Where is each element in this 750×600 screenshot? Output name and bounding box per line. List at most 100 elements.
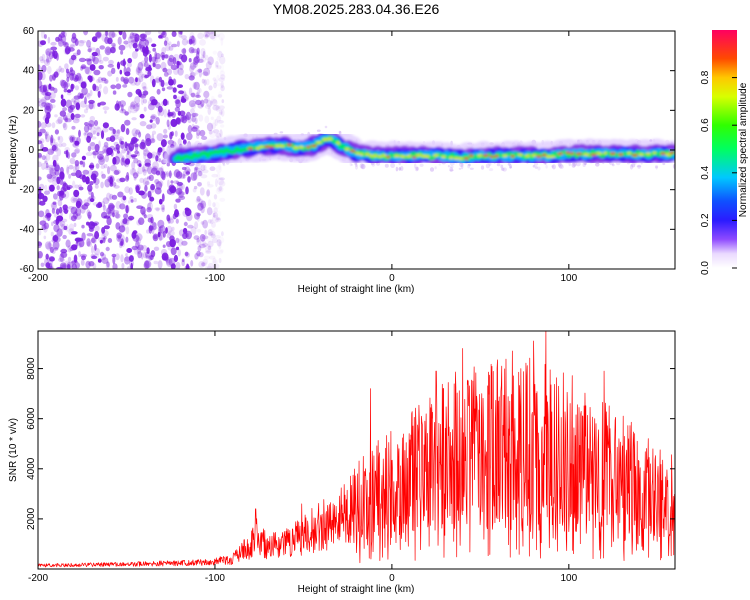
snr-y-axis-label: SNR (10 * v/v) <box>8 418 19 482</box>
spectrogram-noise-point <box>195 198 203 204</box>
spectrogram-noise-point <box>188 58 192 63</box>
spectrogram-noise-point <box>166 214 171 222</box>
spectrogram-noise-point <box>96 132 100 137</box>
spectrogram-noise-point <box>198 68 202 78</box>
spectrogram-noise-point <box>188 35 196 44</box>
spectrogram-noise-point <box>196 47 200 55</box>
spectrogram-noise-point <box>109 145 116 151</box>
spectrogram-noise-point <box>205 78 210 86</box>
spectrogram-noise-point <box>156 133 164 142</box>
spectrogram-noise-point <box>125 226 130 235</box>
spectrogram-noise-point <box>167 139 175 145</box>
spectrogram-noise-point <box>70 83 75 90</box>
spectrogram-noise-point <box>97 201 102 208</box>
spectrogram-noise-point <box>98 83 102 89</box>
spectrogram-noise-point <box>160 33 164 39</box>
spectrogram-noise-point <box>134 143 139 148</box>
spectrogram-noise-point <box>73 222 77 228</box>
spectrogram-noise-point <box>115 211 120 219</box>
spectrogram-noise-point <box>156 88 161 95</box>
spectrogram-noise-point <box>144 39 149 47</box>
spectrogram-y-axis-label: Frequency (Hz) <box>8 116 19 185</box>
spectrogram-noise-point <box>47 164 55 169</box>
spectrogram-noise-point <box>191 92 196 98</box>
spectrogram-noise-point <box>94 143 100 153</box>
spectrogram-noise-point <box>81 255 86 261</box>
spectrogram-noise-point <box>134 96 141 105</box>
spectrogram-noise-point <box>76 136 81 145</box>
spectrogram-noise-point <box>215 60 219 68</box>
spectrogram-noise-point <box>137 250 143 259</box>
spectrogram-ridge-peak <box>393 154 400 158</box>
spectrogram-noise-point <box>62 41 67 46</box>
spectrogram-noise-point <box>39 99 47 105</box>
spectrogram-noise-point <box>38 71 43 81</box>
spectrogram-noise-point <box>111 253 117 258</box>
spectrogram-noise-point <box>194 221 199 230</box>
spectrogram-ridge-peak <box>510 155 515 158</box>
spectrogram-noise-point <box>86 39 92 48</box>
spectrogram-ridge-peak <box>517 153 523 156</box>
spectrogram-noise-point <box>92 83 97 92</box>
spectrogram-noise-point <box>116 150 120 154</box>
spectrogram-noise-point <box>201 78 205 84</box>
spectrogram-noise-point <box>73 100 77 108</box>
spectrogram-noise-point <box>135 103 139 112</box>
spectrogram-noise-point <box>91 51 98 57</box>
spectrogram-noise-point <box>69 67 74 73</box>
spectrogram-noise-point <box>143 214 147 219</box>
snr-y-tick-label: 4000 <box>26 457 37 480</box>
spectrogram-noise-point <box>122 31 127 40</box>
spectrogram-ridge-peak <box>536 155 542 158</box>
spectrogram-noise-point <box>190 226 197 235</box>
spectrogram-noise-point <box>120 238 124 246</box>
spectrogram-ridge-peak <box>378 155 383 158</box>
spectrogram-noise-point <box>192 82 197 90</box>
spectrogram-noise-point <box>135 66 141 76</box>
spectrogram-noise-point <box>220 85 225 92</box>
spectrogram-noise-point <box>203 90 210 98</box>
spectrogram-noise-point <box>62 114 68 121</box>
spectrogram-noise-point <box>95 47 101 57</box>
snr-y-ticks: 2000 4000 6000 8000 <box>26 357 675 530</box>
spectrogram-noise-point <box>213 207 218 214</box>
spectrogram-noise-point <box>180 132 185 140</box>
spectrogram-noise-point <box>97 90 101 98</box>
spectrogram-ridge-peak <box>286 143 293 147</box>
spectrogram-noise-point <box>137 68 142 77</box>
spectrogram-noise-point <box>206 99 213 108</box>
spectrogram-noise-point <box>168 41 172 45</box>
spectrogram-noise-point <box>145 251 151 258</box>
spectrogram-noise-point <box>38 183 45 191</box>
spectrogram-noise-point <box>74 163 80 171</box>
spectrogram-noise-point <box>168 170 172 179</box>
spectrogram-noise-point <box>86 238 91 247</box>
spectrogram-noise-point <box>207 229 213 236</box>
spectrogram-noise-point <box>83 124 90 133</box>
spectrogram-noise-point <box>72 180 76 189</box>
spectrogram-noise-point <box>95 163 100 169</box>
spectrogram-noise-point <box>41 64 47 73</box>
spectrogram-noise-point <box>81 174 87 183</box>
spectrogram-noise-point <box>38 132 42 138</box>
spectrogram-noise-point <box>81 155 86 161</box>
spectrogram-noise-point <box>221 231 224 237</box>
colorbar-tick-label: 0.6 <box>700 118 711 132</box>
spectrogram-ridge-peak <box>299 145 304 149</box>
spectrogram-noise-point <box>183 221 188 227</box>
spectrogram-noise-point <box>125 143 129 151</box>
spectrogram-noise-point <box>154 77 160 83</box>
spectrogram-noise-point <box>123 78 129 85</box>
spectrogram-noise-point <box>76 104 81 111</box>
spectrogram-noise-point <box>216 56 221 61</box>
spectrogram-noise-point <box>189 72 193 77</box>
spectrogram-noise-point <box>130 110 138 114</box>
colorbar-tick-label: 0.2 <box>700 213 711 227</box>
spectrogram-noise-point <box>138 217 145 225</box>
spectrogram-noise-point <box>220 37 224 46</box>
spectrogram-noise-point <box>78 73 82 82</box>
spectrogram-noise-point <box>52 50 55 57</box>
spectrogram-noise-point <box>70 113 75 120</box>
spectrogram-noise-point <box>179 110 186 117</box>
spectrogram-noise-point <box>65 239 71 248</box>
